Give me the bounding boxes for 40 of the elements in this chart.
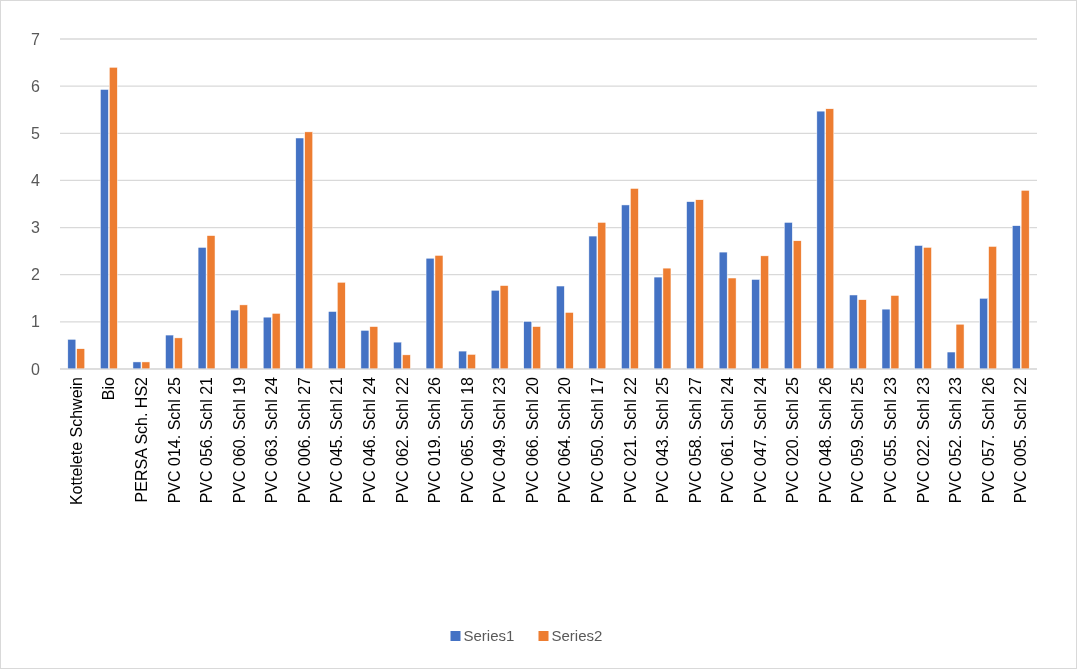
- x-tick-label: PVC 019. Schl 26: [426, 376, 444, 504]
- x-tick-label: PVC 059. Schl 25: [849, 376, 867, 504]
- y-tick-label: 7: [31, 30, 41, 48]
- x-tick-label: PERSA Sch. HS2: [133, 376, 151, 503]
- x-tick-label: PVC 062. Schl 22: [393, 376, 411, 504]
- x-tick-label: PVC 022. Schl 23: [914, 376, 932, 504]
- y-tick-label: 2: [31, 266, 41, 284]
- x-tick-label: PVC 020. Schl 25: [784, 376, 802, 504]
- x-tick-label: PVC 057. Schl 26: [979, 376, 997, 504]
- y-tick-label: 5: [31, 124, 41, 142]
- x-tick-label: PVC 043. Schl 25: [654, 376, 672, 504]
- x-tick-label: PVC 065. Schl 18: [458, 376, 476, 504]
- y-tick-label: 1: [31, 313, 41, 331]
- x-tick-label: PVC 064. Schl 20: [556, 376, 574, 504]
- x-tick-label: PVC 005. Schl 22: [1012, 376, 1030, 504]
- x-tick-label: PVC 047. Schl 24: [751, 376, 769, 504]
- x-tick-label: PVC 049. Schl 23: [491, 376, 509, 504]
- x-tick-label: PVC 021. Schl 22: [621, 376, 639, 504]
- x-tick-label: PVC 066. Schl 20: [523, 376, 541, 504]
- x-tick-label: Bio: [100, 376, 118, 401]
- y-tick-label: 0: [31, 360, 41, 378]
- x-tick-label: PVC 048. Schl 26: [816, 376, 834, 504]
- y-tick-label: 4: [31, 172, 41, 190]
- x-tick-label: PVC 060. Schl 19: [230, 376, 248, 504]
- x-tick-label: PVC 063. Schl 24: [263, 376, 281, 504]
- x-tick-label: PVC 006. Schl 27: [295, 376, 313, 504]
- x-tick-label: Kottelete Schwein: [67, 377, 85, 506]
- y-tick-label: 3: [31, 219, 41, 237]
- x-tick-label: PVC 046. Schl 24: [360, 376, 378, 504]
- x-tick-label: PVC 058. Schl 27: [686, 376, 704, 504]
- legend-label: Series1: [463, 627, 515, 645]
- x-tick-label: PVC 061. Schl 24: [719, 376, 737, 504]
- x-tick-label: PVC 052. Schl 23: [947, 376, 965, 504]
- x-tick-label: PVC 056. Schl 21: [198, 376, 216, 504]
- x-tick-label: PVC 055. Schl 23: [882, 376, 900, 504]
- legend-label: Series2: [551, 627, 603, 645]
- x-tick-label: PVC 045. Schl 21: [328, 376, 346, 504]
- x-tick-label: PVC 014. Schl 25: [165, 376, 183, 504]
- y-tick-label: 6: [31, 77, 41, 95]
- x-tick-label: PVC 050. Schl 17: [588, 376, 606, 504]
